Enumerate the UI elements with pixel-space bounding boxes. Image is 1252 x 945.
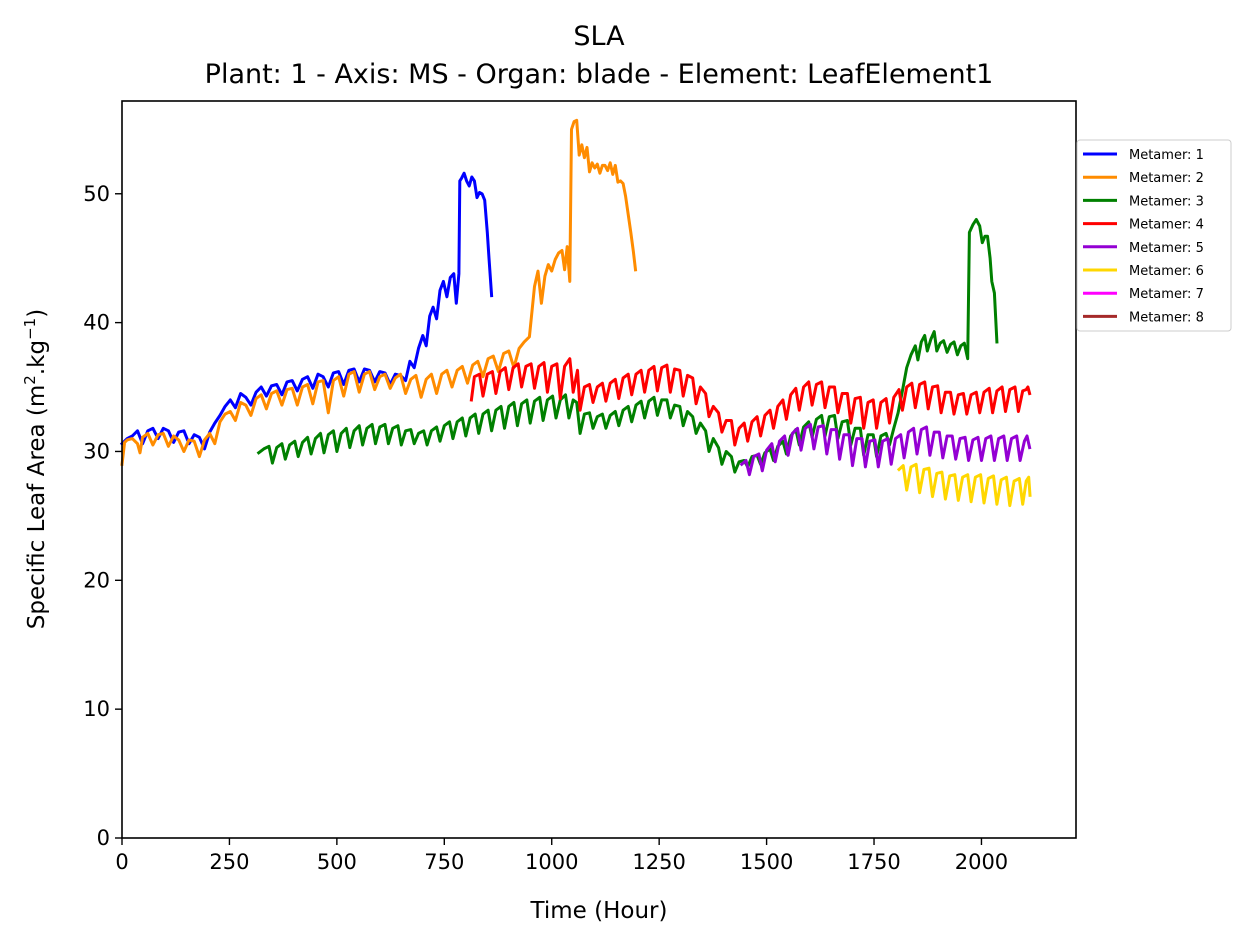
legend-label: Metamer: 6: [1129, 264, 1204, 279]
x-tick-label: 1000: [525, 850, 578, 874]
y-axis: 0 10 20 30 40 50: [83, 182, 122, 850]
y-tick-label: 50: [83, 182, 110, 206]
y-tick-label: 40: [83, 311, 110, 335]
legend-label: Metamer: 7: [1129, 287, 1204, 302]
y-axis-label: Specific Leaf Area (m2.kg−1): [21, 309, 50, 629]
legend-label: Metamer: 4: [1129, 218, 1204, 233]
chart-title: SLA: [573, 21, 625, 52]
x-tick-label: 750: [424, 850, 464, 874]
x-tick-label: 1250: [632, 850, 685, 874]
x-tick-label: 1500: [740, 850, 793, 874]
series-layer: [119, 118, 1032, 508]
y-tick-label: 0: [97, 826, 110, 850]
chart-subtitle: Plant: 1 - Axis: MS - Organ: blade - Ele…: [205, 59, 994, 90]
legend: Metamer: 1 Metamer: 2 Metamer: 3 Metamer: 4…: [1076, 139, 1232, 332]
x-axis-label: Time (Hour): [530, 898, 668, 924]
series-line-metamer-1: [119, 171, 494, 451]
series-line-metamer-6: [896, 462, 1032, 508]
x-tick-label: 500: [317, 850, 357, 874]
legend-box: [1076, 139, 1232, 332]
legend-label: Metamer: 5: [1129, 241, 1204, 256]
series-line-metamer-2: [120, 118, 638, 466]
series-line-metamer-3: [256, 218, 999, 474]
x-tick-label: 1750: [847, 850, 900, 874]
y-tick-label: 10: [83, 697, 110, 721]
legend-label: Metamer: 8: [1129, 310, 1204, 325]
x-tick-label: 0: [115, 850, 128, 874]
legend-label: Metamer: 3: [1129, 194, 1204, 209]
x-axis: 0 250 500 750 1000 1250 1500 1750 2000: [115, 838, 1008, 874]
legend-label: Metamer: 1: [1129, 148, 1204, 163]
legend-label: Metamer: 2: [1129, 171, 1204, 186]
series-line-metamer-4: [469, 357, 1032, 447]
x-tick-label: 2000: [955, 850, 1008, 874]
y-tick-label: 20: [83, 568, 110, 592]
plot-frame: [121, 100, 1077, 839]
series-line-metamer-5: [739, 422, 1032, 477]
y-tick-label: 30: [83, 439, 110, 463]
x-tick-label: 250: [209, 850, 249, 874]
